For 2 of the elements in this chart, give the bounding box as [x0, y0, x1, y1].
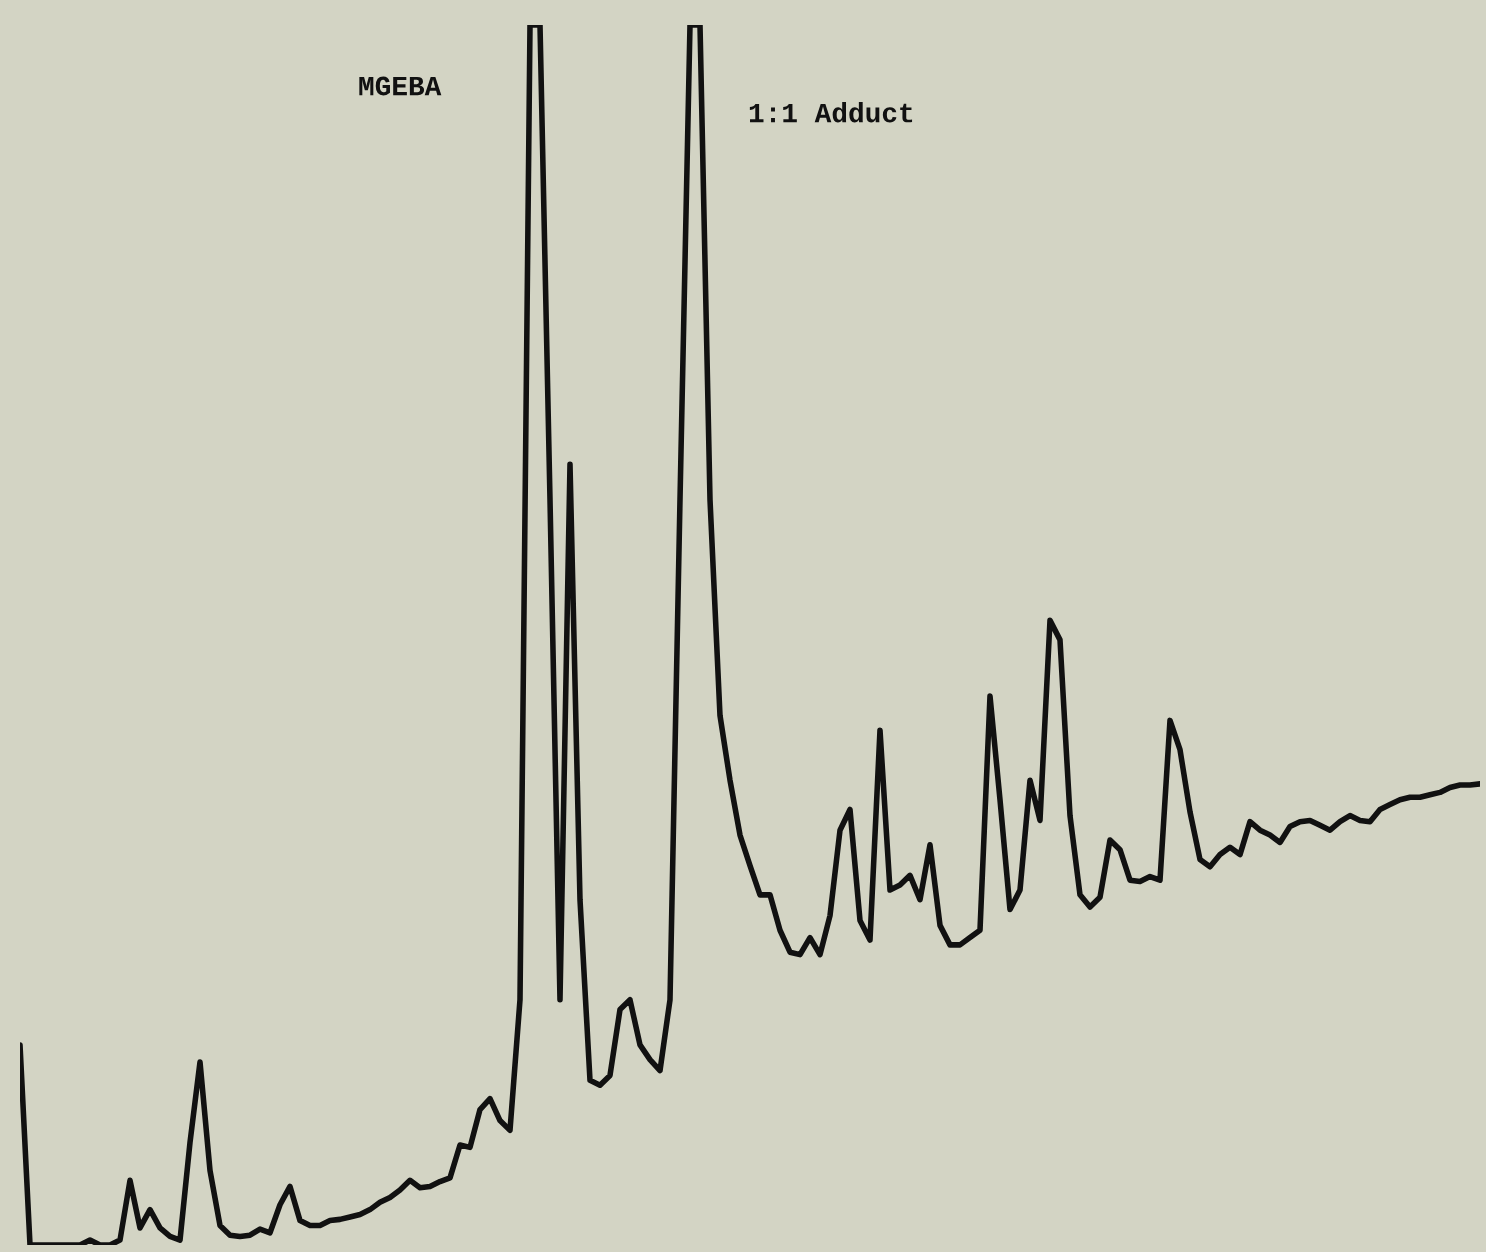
annotation: MGEBA	[359, 76, 442, 96]
annotation: 1:1 Adduct	[749, 102, 913, 123]
